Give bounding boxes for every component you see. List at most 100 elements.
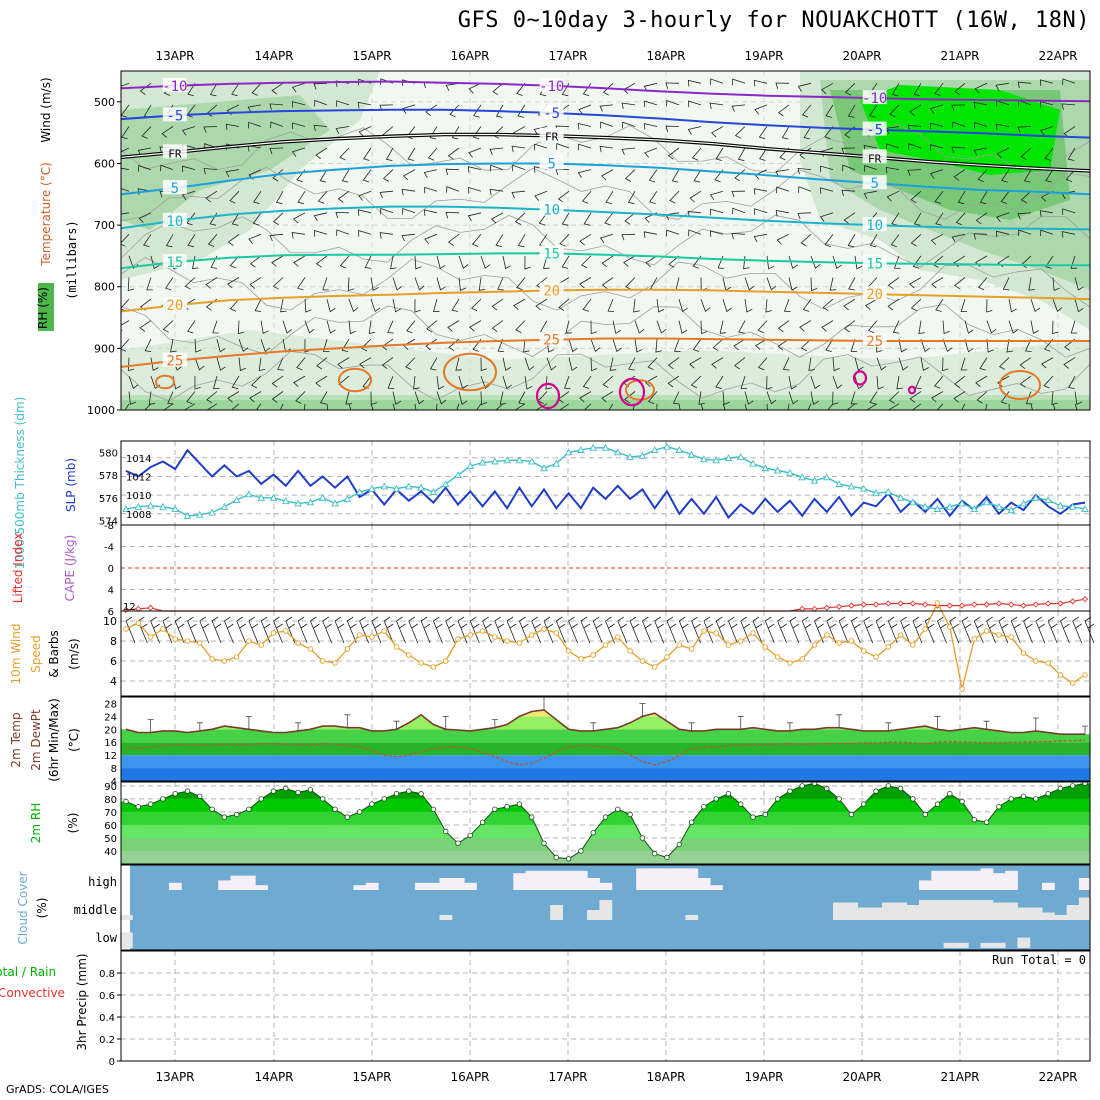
wind-barb: [359, 616, 369, 644]
wind-barb: [121, 338, 130, 352]
wind-speed-point: [307, 646, 314, 652]
wind-barb: [445, 211, 460, 219]
wind-barb: [467, 166, 482, 173]
rh-panel-frame: [120, 781, 1091, 865]
wind-barb: [405, 357, 416, 370]
temp-band: [121, 729, 1090, 743]
rh-point: [455, 840, 461, 846]
wind-speed-point: [676, 642, 683, 648]
rh-point: [787, 788, 793, 794]
wind-speed-point: [209, 656, 215, 662]
wind-barb: [998, 357, 1010, 370]
wind-speed-point: [1033, 658, 1039, 664]
wind-barb: [199, 616, 210, 644]
wind-speed-point: [332, 660, 338, 666]
wind-barb: [231, 212, 240, 226]
wind-barb: [709, 190, 724, 201]
wind-barb: [799, 320, 812, 332]
wind-barb: [929, 144, 944, 151]
wind-barb: [533, 126, 548, 135]
wind-barb: [634, 339, 643, 353]
cloud-cell: [919, 900, 932, 920]
wind-barb: [1008, 320, 1019, 334]
minmax-bar: [295, 722, 302, 731]
rh-point: [197, 793, 203, 799]
wind-barb: [568, 357, 578, 371]
rh-legend-swatch: [38, 283, 54, 331]
precip-tick-label: 0.4: [99, 1013, 115, 1024]
wind-barb: [581, 255, 592, 269]
wind-barb: [230, 403, 240, 410]
rh-point: [479, 819, 486, 825]
minmax-bar: [147, 719, 154, 733]
wind-barb: [766, 277, 777, 291]
wind-barb: [949, 616, 960, 644]
wind-barb: [599, 233, 614, 244]
wind-barb: [231, 375, 240, 389]
ylabel-rh2m: 2m RH: [29, 803, 43, 844]
wind-barb: [229, 298, 240, 312]
wind-barb: [649, 190, 658, 204]
wind-barb: [1061, 231, 1076, 238]
wind-barb: [744, 277, 755, 291]
rh-tick-label: 40: [104, 847, 117, 858]
contour-label: FR: [868, 152, 882, 165]
wind-barb: [920, 357, 929, 372]
wind-barb: [734, 126, 746, 139]
wind-barb: [807, 403, 812, 410]
wind-barb: [590, 338, 601, 352]
wind-barb: [842, 164, 856, 172]
wind-barb: [495, 403, 504, 410]
wind-barb: [568, 616, 578, 644]
wind-barb: [1052, 403, 1056, 410]
wind-barb: [449, 104, 460, 118]
contour-label-bg: [162, 180, 187, 195]
wind-barb: [383, 616, 394, 644]
wind-barb: [1001, 169, 1010, 183]
rh-point: [492, 806, 498, 812]
wind-barb: [489, 147, 504, 155]
cloud-cell: [587, 910, 600, 920]
wind-barb: [315, 147, 328, 160]
temperature-contour: [121, 288, 1090, 313]
cloud-cell: [119, 915, 133, 920]
wind-barb: [121, 167, 130, 170]
cloud-cell: [1029, 907, 1043, 920]
rh-point: [209, 806, 215, 812]
wind-speed-point: [233, 654, 240, 660]
ylabel-rh2m-unit: (%): [66, 813, 80, 834]
wind-barb: [272, 169, 284, 182]
wind-barb: [846, 403, 856, 410]
wind-barb: [931, 277, 944, 289]
wind-barb: [491, 298, 504, 311]
lifted-index-point: [872, 601, 880, 608]
y-tick-label: 500: [94, 96, 115, 109]
wind-barb: [728, 616, 738, 644]
thickness-point: [933, 505, 942, 513]
contour-label: 5: [870, 176, 878, 192]
wind-barb: [471, 298, 482, 312]
thickness-point: [577, 446, 585, 454]
cloud-cell: [992, 902, 1006, 920]
wind-barb: [740, 375, 748, 389]
wind-barb: [910, 190, 922, 204]
rh-point: [627, 811, 633, 818]
wind-barb: [315, 375, 328, 388]
contour-label: -5: [866, 123, 883, 139]
wind-barb: [138, 212, 152, 223]
rh-tick-label: 60: [104, 821, 117, 832]
date-label-bottom: 17APR: [548, 1070, 587, 1084]
wind-barb: [667, 147, 680, 160]
wind-barb: [766, 403, 768, 410]
wind-panel-frame: [120, 610, 1091, 697]
cloud-cell: [636, 868, 649, 890]
thickness-point: [1068, 502, 1077, 510]
lifted-index-point: [897, 600, 904, 607]
wind-barb: [524, 357, 535, 371]
wind-barb: [602, 375, 614, 389]
date-label-top: 21APR: [940, 49, 979, 63]
wind-barb: [1043, 338, 1054, 352]
rh-point: [307, 787, 314, 793]
rh-point: [688, 819, 695, 825]
wind-barb: [734, 357, 746, 370]
